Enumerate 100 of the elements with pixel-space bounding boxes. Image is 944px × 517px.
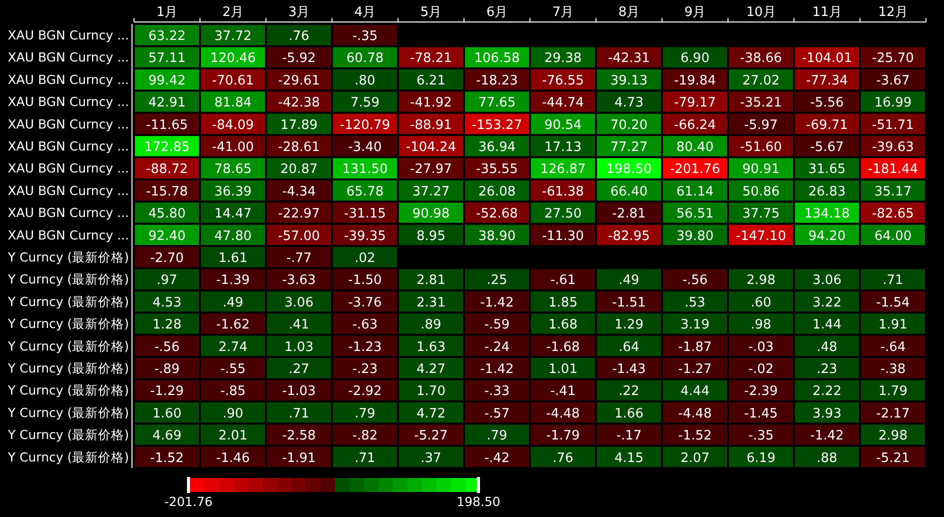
data-label: -1.54 [876, 295, 910, 310]
data-label: -4.48 [546, 406, 580, 422]
data-label: -104.01 [802, 51, 852, 66]
data-label: 16.99 [874, 96, 912, 111]
data-label: -41.92 [410, 96, 452, 111]
data-label: -1.46 [216, 450, 250, 466]
data-label: -2.58 [282, 428, 316, 444]
data-label: -1.68 [546, 340, 580, 355]
data-label: -5.27 [414, 428, 448, 444]
data-label: .53 [684, 295, 706, 310]
data-label: .71 [288, 406, 310, 422]
data-label: .27 [288, 362, 310, 377]
data-label: -42.38 [278, 96, 320, 111]
data-label: .79 [486, 428, 508, 444]
data-label: 1.61 [218, 251, 248, 266]
y-tick-label: Y Curncy (最新价格) [6, 338, 129, 354]
data-label: 31.65 [808, 162, 846, 178]
data-label: -2.92 [348, 384, 382, 400]
data-label: 65.78 [346, 184, 384, 200]
data-label: -78.21 [410, 51, 452, 66]
y-tick-label: XAU BGN Curncy ... [8, 28, 129, 42]
x-tick-label: 5月 [420, 5, 442, 20]
data-label: -51.60 [740, 140, 782, 155]
data-label: -35.21 [740, 96, 782, 111]
data-label: -70.61 [212, 73, 254, 88]
data-label: -15.78 [146, 184, 188, 200]
y-tick-label: XAU BGN Curncy ... [8, 72, 129, 87]
data-label: .02 [354, 251, 376, 266]
data-label: -1.27 [678, 362, 712, 377]
data-label: 2.01 [218, 428, 248, 444]
data-label: 1.70 [416, 384, 446, 400]
data-label: -1.23 [348, 340, 382, 355]
data-label: -5.92 [282, 51, 316, 66]
data-label: 4.15 [614, 450, 644, 466]
data-label: -29.61 [278, 73, 320, 88]
x-tick-label: 12月 [878, 5, 908, 20]
data-label: 1.03 [284, 340, 314, 355]
data-label: -1.87 [678, 340, 712, 355]
data-label: -1.29 [150, 384, 184, 400]
data-label: -.77 [286, 251, 312, 266]
data-label: 27.02 [742, 73, 780, 88]
data-label: 3.19 [680, 318, 710, 333]
data-label: -147.10 [736, 228, 786, 244]
y-tick-label: Y Curncy (最新价格) [6, 316, 129, 332]
data-label: 47.80 [214, 228, 252, 244]
data-label: -31.15 [344, 206, 386, 222]
y-tick-label: XAU BGN Curncy ... [8, 205, 129, 220]
data-label: -.59 [484, 318, 510, 333]
data-label: -22.97 [278, 206, 320, 222]
data-label: -3.76 [348, 295, 382, 310]
data-label: -77.34 [806, 73, 848, 88]
data-label: -3.67 [876, 73, 910, 88]
data-label: -153.27 [472, 118, 522, 133]
data-label: .60 [750, 295, 772, 310]
data-label: 37.75 [742, 206, 780, 222]
data-label: .88 [816, 450, 838, 466]
data-label: 8.95 [416, 228, 446, 244]
data-label: -69.71 [806, 118, 848, 133]
data-label: 39.80 [676, 228, 714, 244]
data-label: -.03 [748, 340, 774, 355]
data-label: -25.70 [872, 51, 914, 66]
data-label: -201.76 [670, 162, 720, 178]
y-tick-label: Y Curncy (最新价格) [6, 272, 129, 287]
data-label: -.24 [484, 340, 510, 355]
color-bar-label: -201.76 [164, 494, 213, 509]
data-label: -42.31 [608, 51, 650, 66]
data-label: -1.79 [546, 428, 580, 444]
data-label: .22 [618, 384, 640, 400]
data-label: 42.91 [148, 96, 186, 111]
data-label: 60.78 [346, 51, 384, 66]
data-label: -19.84 [674, 73, 716, 88]
data-label: 4.44 [680, 384, 710, 400]
x-tick-label: 10月 [746, 5, 776, 20]
data-label: -.61 [550, 273, 576, 288]
data-label: 1.91 [878, 318, 908, 333]
data-label: -5.97 [744, 118, 778, 133]
data-label: 26.08 [478, 184, 516, 200]
data-label: 50.86 [742, 184, 780, 200]
data-label: -76.55 [542, 73, 584, 88]
data-label: -.38 [880, 362, 906, 377]
data-label: 39.13 [610, 73, 648, 88]
data-label: 27.50 [544, 206, 582, 222]
data-label: 64.00 [874, 228, 912, 244]
y-tick-label: XAU BGN Curncy ... [8, 94, 129, 110]
data-label: -39.63 [872, 140, 914, 155]
data-label: -52.68 [476, 206, 518, 222]
data-label: 6.19 [746, 450, 776, 466]
data-label: .76 [552, 450, 574, 466]
data-label: 38.90 [478, 228, 516, 244]
data-label: -1.39 [216, 273, 250, 288]
data-label: -.17 [616, 428, 642, 444]
x-tick-label: 2月 [222, 5, 244, 20]
data-label: -88.91 [410, 118, 452, 133]
data-label: 57.11 [148, 51, 186, 66]
data-label: -2.17 [876, 406, 910, 422]
y-tick-label: Y Curncy (最新价格) [6, 404, 129, 420]
data-label: -82.95 [608, 228, 650, 244]
data-label: 120.46 [210, 51, 256, 66]
data-label: -.57 [484, 406, 510, 422]
data-label: 2.31 [416, 295, 446, 310]
